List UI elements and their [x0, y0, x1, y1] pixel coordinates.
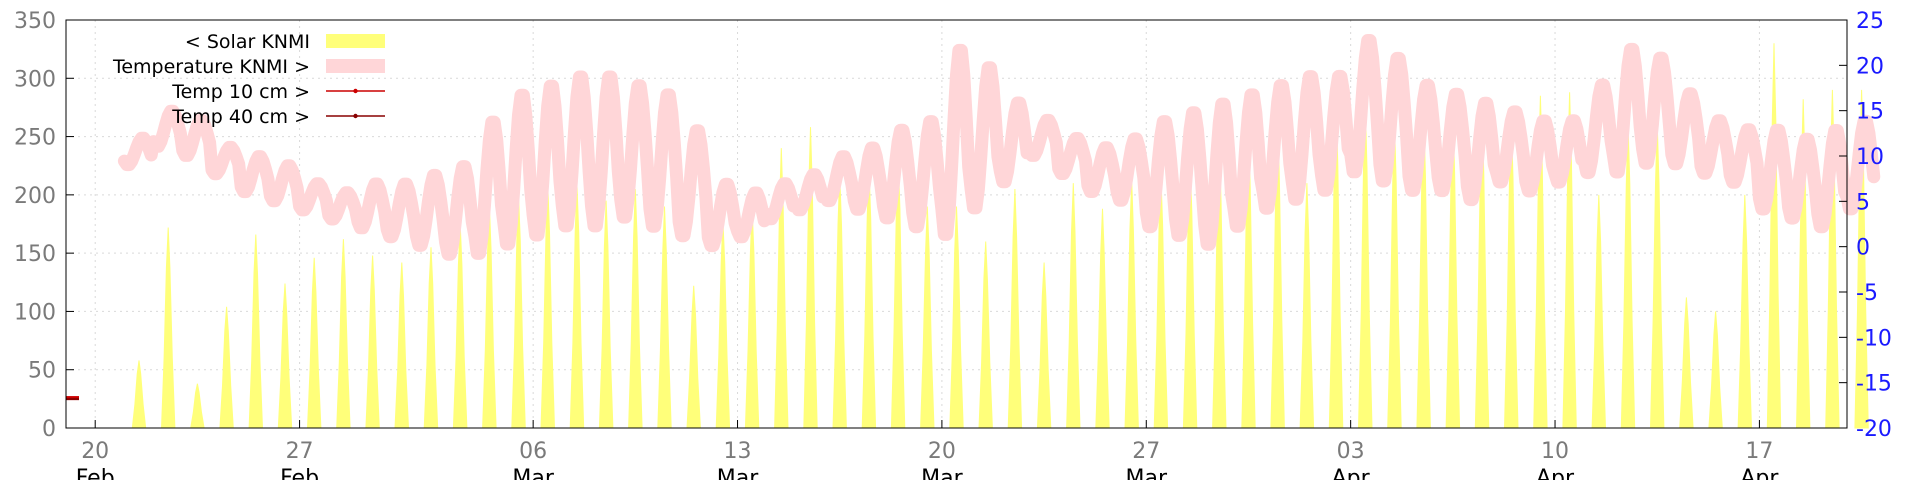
y-tick-label: 100: [14, 300, 56, 325]
legend-swatch-solar: [326, 34, 385, 48]
solar-peak: [482, 206, 497, 429]
y2-tick-label: -10: [1856, 326, 1892, 351]
solar-peak: [803, 127, 818, 429]
solar-peak: [190, 383, 205, 429]
temperature-line: [117, 34, 1881, 261]
solar-peak: [277, 283, 293, 429]
solar-peak: [1124, 180, 1139, 429]
y2-tick-label: 20: [1856, 54, 1884, 79]
solar-peak: [540, 183, 556, 429]
legend-swatch-point: [353, 88, 358, 94]
y2-tick-label: 10: [1856, 145, 1884, 170]
legend-label: < Solar KNMI: [185, 31, 310, 53]
solar-peak: [1387, 122, 1402, 429]
solar-peak: [1095, 208, 1110, 429]
x-tick-label-month: Feb: [280, 466, 319, 480]
y2-tick-label: 5: [1856, 190, 1870, 215]
x-tick-label-day: 20: [81, 439, 109, 464]
temperature-series: [117, 34, 1881, 261]
solar-peak: [1649, 122, 1665, 429]
x-tick-label-day: 06: [519, 439, 547, 464]
solar-peak: [1007, 188, 1023, 429]
solar-peak: [160, 227, 176, 429]
x-tick-label-month: Mar: [512, 466, 554, 480]
solar-peak: [1036, 262, 1052, 429]
y-tick-label: 50: [28, 359, 56, 384]
solar-peak: [1825, 89, 1840, 429]
solar-peak: [1357, 103, 1373, 429]
solar-peak: [657, 206, 672, 429]
solar-peak: [1066, 183, 1081, 429]
solar-peak: [131, 360, 147, 429]
y2-tick-label: -5: [1856, 281, 1878, 306]
x-tick-label-month: Apr: [1332, 466, 1371, 480]
solar-series: [131, 43, 1869, 429]
x-tick-label-month: Mar: [717, 466, 759, 480]
solar-peak: [1766, 43, 1782, 429]
legend: < Solar KNMI Temperature KNMI > Temp 10 cm…: [112, 31, 385, 128]
y2-tick-label: 25: [1856, 9, 1884, 34]
x-tick-label-month: Feb: [76, 466, 115, 480]
y-tick-label: 150: [14, 242, 56, 267]
x-tick-label-month: Mar: [921, 466, 963, 480]
x-tick-label-month: Apr: [1740, 466, 1779, 480]
solar-peak: [511, 194, 526, 429]
solar-peak: [832, 173, 847, 429]
legend-swatch-point: [353, 113, 358, 119]
solar-peak: [1153, 173, 1169, 429]
x-tick-label-day: 27: [286, 439, 314, 464]
solar-peak: [336, 239, 351, 429]
legend-swatch-temperature: [326, 59, 385, 73]
solar-peak: [1620, 122, 1636, 429]
y-tick-label: 200: [14, 184, 56, 209]
axes: 0 50 100 150 200 250 300 350 -20 -15 -10 -5 0 5 10 15 20…: [14, 9, 1892, 480]
legend-label: Temperature KNMI >: [112, 56, 310, 78]
y2-tick-label: -20: [1856, 417, 1892, 442]
x-tick-label-day: 20: [928, 439, 956, 464]
solar-peak: [686, 285, 701, 429]
solar-peak: [219, 306, 234, 429]
legend-label: Temp 40 cm >: [171, 106, 310, 128]
x-tick-label-day: 17: [1745, 439, 1773, 464]
solar-peak: [920, 206, 935, 429]
y-tick-label: 250: [14, 126, 56, 151]
solar-peak: [744, 208, 760, 429]
solar-peak: [978, 241, 993, 429]
solar-peak: [949, 206, 964, 429]
y2-tick-label: 15: [1856, 100, 1884, 125]
solar-peak: [598, 200, 614, 429]
solar-peak: [1737, 194, 1753, 429]
x-tick-label-day: 03: [1337, 439, 1365, 464]
x-tick-label-day: 10: [1541, 439, 1569, 464]
solar-peak: [423, 247, 439, 429]
x-tick-label-month: Mar: [1126, 466, 1168, 480]
solar-peak: [861, 165, 877, 429]
solar-peak: [1795, 99, 1811, 429]
solar-peak: [248, 234, 264, 429]
solar-peak: [306, 257, 322, 429]
solar-peak: [1299, 183, 1315, 429]
y-tick-label: 0: [42, 417, 56, 442]
plot-frame: [65, 19, 1848, 429]
x-tick-label-day: 27: [1132, 439, 1160, 464]
y2-tick-label: 0: [1856, 236, 1870, 261]
y2-tick-label: -15: [1856, 372, 1892, 397]
x-tick-label-day: 13: [724, 439, 752, 464]
solar-peak: [715, 220, 731, 429]
solar-peak: [452, 223, 468, 429]
soil-temp-series: [66, 396, 79, 401]
solar-peak: [1591, 194, 1607, 429]
solar-peak: [569, 183, 585, 429]
legend-label: Temp 10 cm >: [171, 81, 310, 103]
x-tick-label-month: Apr: [1536, 466, 1575, 480]
solar-peak: [1679, 297, 1694, 429]
solar-peak: [394, 262, 410, 429]
solar-peak: [628, 188, 643, 429]
y-tick-label: 300: [14, 67, 56, 92]
solar-peak: [1708, 311, 1723, 429]
solar-peak: [365, 255, 380, 429]
solar-peak: [774, 148, 789, 429]
y-tick-label: 350: [14, 9, 56, 34]
